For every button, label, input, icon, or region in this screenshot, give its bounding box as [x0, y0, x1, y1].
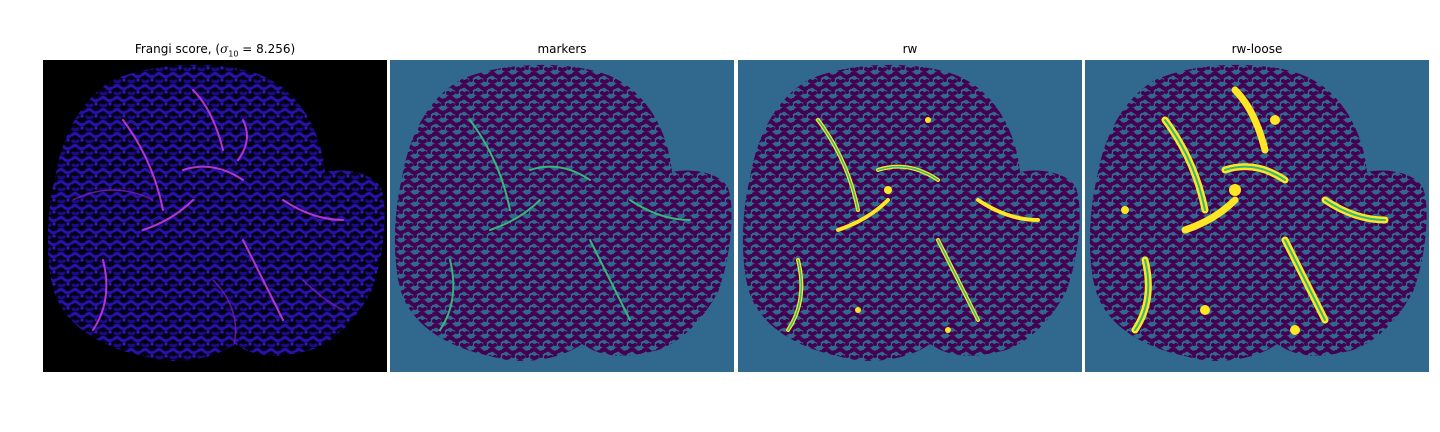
rw-loose-canvas	[1085, 60, 1429, 372]
panel-title-rw: rw	[902, 42, 918, 56]
markers-image	[390, 60, 734, 372]
panel-title-frangi: Frangi score, (σ10 = 8.256)	[134, 42, 296, 59]
frangi-score-canvas	[43, 60, 387, 372]
panel-title-rw-loose: rw-loose	[1231, 42, 1283, 56]
markers-canvas	[390, 60, 734, 372]
rw-loose-image	[1085, 60, 1429, 372]
rw-canvas	[738, 60, 1082, 372]
frangi-score-image	[43, 60, 387, 372]
rw-image	[738, 60, 1082, 372]
panel-title-markers: markers	[537, 42, 587, 56]
